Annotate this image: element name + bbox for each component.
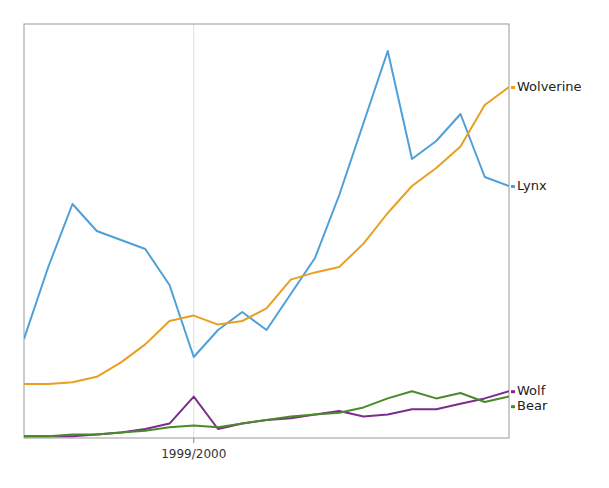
series-line xyxy=(24,391,509,436)
label-swatch xyxy=(511,390,515,393)
grid-line xyxy=(193,24,194,438)
series-line xyxy=(24,87,509,384)
chart: 1999/2000 Lynx Wolverine WolfBear xyxy=(0,0,609,488)
series-label: Bear xyxy=(517,398,548,413)
label-swatch xyxy=(511,185,515,188)
plot-frame xyxy=(24,24,509,438)
series-labels: Lynx Wolverine WolfBear xyxy=(511,79,582,413)
series-label: Lynx xyxy=(517,178,547,193)
lines xyxy=(24,51,509,436)
label-swatch xyxy=(511,86,515,89)
series-label: Wolf xyxy=(517,383,546,398)
series-line xyxy=(24,51,509,357)
plot-area xyxy=(24,24,509,438)
x-axis: 1999/2000 xyxy=(161,438,226,461)
tick-label: 1999/2000 xyxy=(161,447,226,461)
series-line xyxy=(24,391,509,436)
label-swatch xyxy=(511,405,515,408)
grid xyxy=(193,24,194,438)
tick-mark xyxy=(193,438,194,443)
series-label: Wolverine xyxy=(517,79,582,94)
